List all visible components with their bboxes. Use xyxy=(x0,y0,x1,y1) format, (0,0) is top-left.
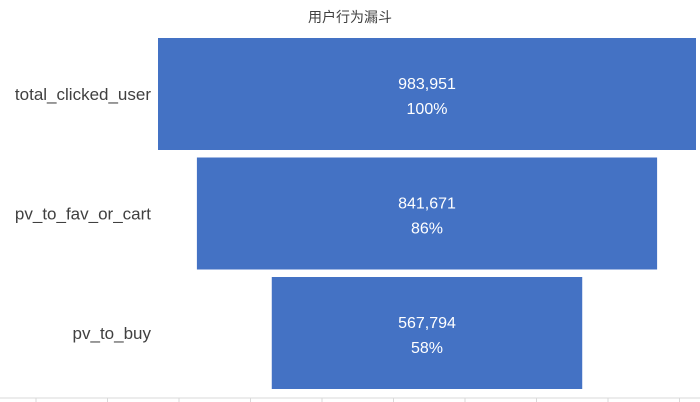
category-label: total_clicked_user xyxy=(15,85,151,104)
data-label-percent: 58% xyxy=(411,340,443,357)
data-label-value: 841,671 xyxy=(398,196,456,213)
chart-title: 用户行为漏斗 xyxy=(308,10,392,26)
data-label-value: 983,951 xyxy=(398,76,456,93)
funnel-bar xyxy=(158,38,696,150)
category-label: pv_to_fav_or_cart xyxy=(15,205,151,224)
data-label-value: 567,794 xyxy=(398,315,456,332)
data-label-percent: 86% xyxy=(411,221,443,238)
funnel-bar xyxy=(271,277,583,389)
category-label: pv_to_buy xyxy=(73,324,152,343)
data-label-percent: 100% xyxy=(407,101,448,118)
funnel-bar xyxy=(196,157,658,270)
